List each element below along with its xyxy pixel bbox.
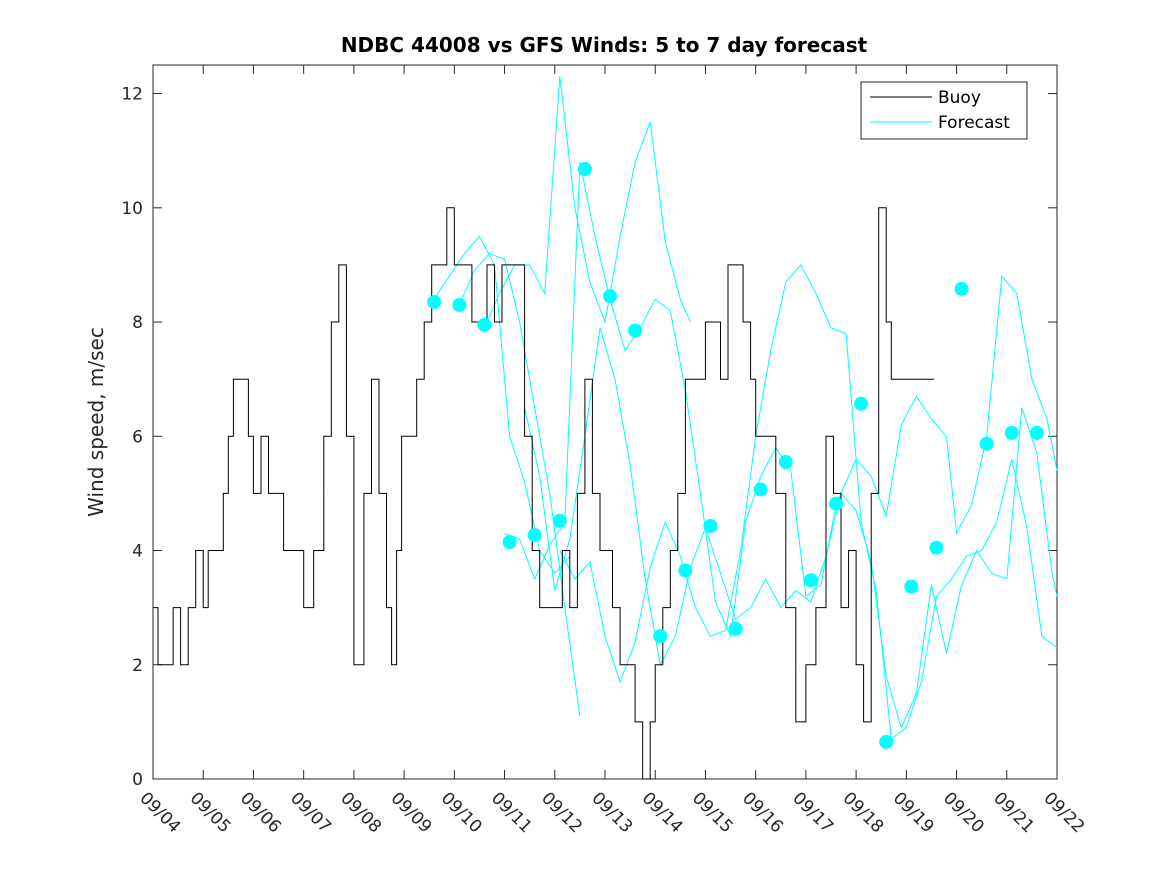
buoy-line <box>153 207 934 780</box>
chart-title: NDBC 44008 vs GFS Winds: 5 to 7 day fore… <box>341 33 868 57</box>
forecast-line-run-2 <box>458 252 581 717</box>
legend-forecast-label: Forecast <box>938 113 1010 133</box>
series-layer <box>153 76 1058 780</box>
forecast-line-run-6 <box>559 264 1058 740</box>
plot-area <box>152 64 1058 780</box>
y-axis: 0 2 4 6 8 10 12 <box>121 85 1057 790</box>
legend-box <box>860 81 1028 140</box>
y-tick-label: 6 <box>132 427 143 447</box>
forecast-marker <box>879 734 894 749</box>
forecast-marker <box>527 528 542 543</box>
y-axis-label: Wind speed, m/sec <box>84 327 108 517</box>
forecast-marker <box>653 629 668 644</box>
forecast-marker <box>803 573 818 588</box>
forecast-marker <box>829 496 843 511</box>
legend-buoy-label: Buoy <box>938 88 981 108</box>
forecast-line-run-5 <box>524 327 1058 730</box>
y-tick-label: 4 <box>132 542 143 562</box>
y-tick-label: 12 <box>121 85 143 105</box>
y-tick-label: 0 <box>132 770 143 790</box>
forecast-marker <box>452 297 467 312</box>
forecast-marker <box>979 436 994 451</box>
forecast-marker <box>678 563 693 578</box>
forecast-marker <box>1004 425 1019 440</box>
forecast-marker <box>954 281 969 296</box>
forecast-marker <box>904 579 919 594</box>
y-tick-label: 2 <box>132 656 143 676</box>
forecast-marker <box>1029 425 1044 440</box>
forecast-marker <box>577 162 592 176</box>
forecast-marker <box>603 289 617 304</box>
forecast-marker <box>628 323 643 338</box>
forecast-marker <box>703 519 718 533</box>
legend: Buoy Forecast <box>860 81 1028 140</box>
forecast-marker <box>854 396 869 411</box>
forecast-marker <box>427 295 442 309</box>
forecast-marker <box>477 317 492 332</box>
forecast-marker <box>929 540 944 555</box>
marker-layer <box>427 162 1044 749</box>
forecast-marker <box>552 513 567 528</box>
forecast-marker <box>753 482 768 497</box>
forecast-marker <box>728 621 743 636</box>
forecast-marker <box>778 455 793 469</box>
forecast-marker <box>502 535 517 549</box>
y-tick-label: 10 <box>121 199 143 219</box>
y-tick-label: 8 <box>132 313 143 333</box>
